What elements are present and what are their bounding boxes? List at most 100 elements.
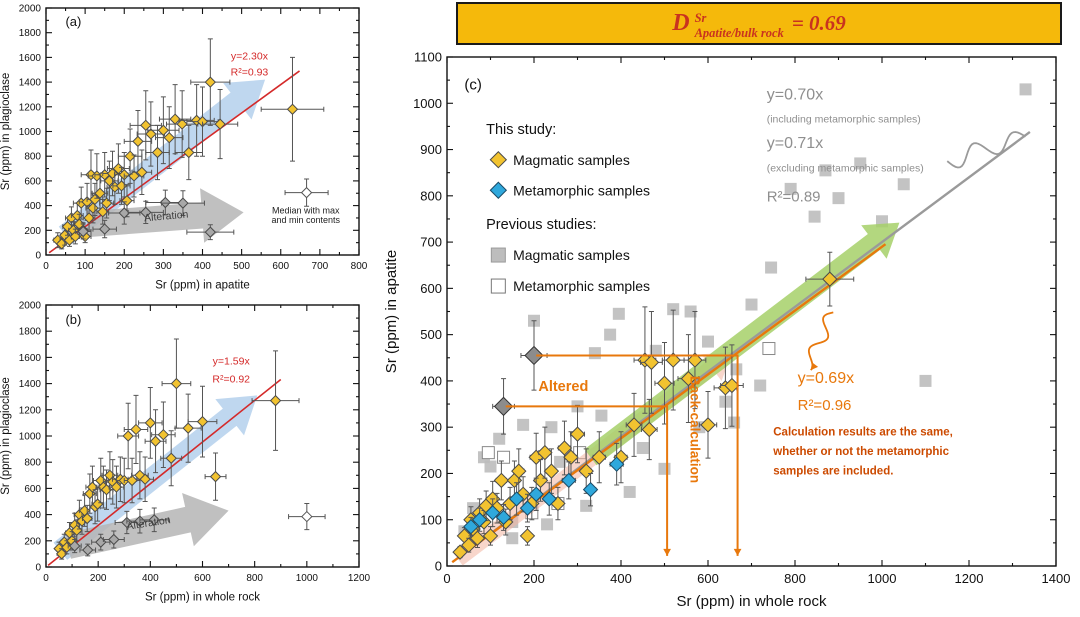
axes: 0 100 200 300 400 500 600 700 800 0 200 400 600 800 10…	[19, 4, 368, 273]
svg-text:y=2.30x: y=2.30x	[231, 50, 269, 62]
series-altered-samples	[492, 320, 548, 435]
svg-text:R²=0.93: R²=0.93	[231, 66, 269, 78]
svg-text:samples are included.: samples are included.	[773, 465, 893, 477]
svg-text:R²=0.92: R²=0.92	[212, 373, 250, 385]
y-axis-label: Sr (ppm) in plagioclase	[0, 377, 12, 495]
svg-text:800: 800	[784, 571, 806, 586]
svg-text:(including metamorphic samples: (including metamorphic samples)	[767, 114, 921, 126]
y-axis-label: Sr (ppm) in apatite	[383, 250, 400, 373]
svg-text:400: 400	[610, 571, 632, 586]
svg-text:(c): (c)	[464, 76, 482, 93]
svg-text:Altered: Altered	[538, 379, 588, 395]
y-axis-label: Sr (ppm) in plagioclase	[0, 73, 12, 191]
svg-text:200: 200	[116, 261, 133, 272]
svg-text:Magmatic samples: Magmatic samples	[513, 152, 630, 168]
svg-text:1000: 1000	[19, 432, 42, 443]
svg-text:Metamorphic samples: Metamorphic samples	[513, 278, 650, 294]
svg-text:600: 600	[194, 573, 211, 584]
banner-d-symbol: D	[672, 10, 690, 36]
series-altered	[67, 507, 170, 557]
banner-scripts: Sr Apatite/bulk rock	[695, 12, 784, 39]
panel-a-scatter: 0 100 200 300 400 500 600 700 800 0 200 400 600 800 10…	[0, 0, 372, 292]
svg-text:Back-calculation: Back-calculation	[688, 376, 703, 483]
svg-text:1400: 1400	[19, 379, 42, 390]
svg-text:0: 0	[43, 573, 49, 584]
svg-text:600: 600	[24, 484, 41, 495]
svg-text:1400: 1400	[19, 78, 42, 89]
svg-text:100: 100	[77, 261, 94, 272]
series-median-example	[284, 178, 329, 207]
svg-text:400: 400	[194, 261, 211, 272]
d-value-banner: D Sr Apatite/bulk rock = 0.69	[456, 2, 1062, 45]
svg-text:y=1.59x: y=1.59x	[213, 356, 251, 368]
svg-text:1200: 1200	[19, 102, 42, 113]
svg-text:1600: 1600	[19, 353, 42, 364]
svg-text:400: 400	[24, 201, 41, 212]
annotations: (a) y=2.30x R²=0.93 Alteration Median with m…	[65, 14, 340, 225]
svg-text:200: 200	[90, 573, 107, 584]
svg-text:400: 400	[420, 373, 442, 388]
d-value-equation: D Sr Apatite/bulk rock = 0.69	[672, 10, 846, 39]
svg-text:0: 0	[35, 563, 41, 574]
svg-text:and min contents: and min contents	[272, 215, 341, 225]
banner-value: = 0.69	[791, 11, 846, 35]
svg-text:1200: 1200	[348, 573, 371, 584]
svg-text:Median with max: Median with max	[272, 205, 340, 215]
svg-text:1100: 1100	[414, 50, 442, 65]
series-median-example	[288, 502, 326, 531]
svg-text:(excluding metamorphic samples: (excluding metamorphic samples)	[767, 162, 924, 174]
svg-text:1200: 1200	[955, 571, 984, 586]
panel-a-svg: 0 100 200 300 400 500 600 700 800 0 200 400 600 800 10…	[0, 4, 368, 292]
panel-b-scatter: 0 200 400 600 800 1000 1200 0 200 400 600 800 1000 12…	[0, 293, 372, 617]
svg-text:1000: 1000	[296, 573, 319, 584]
svg-text:300: 300	[420, 420, 442, 435]
svg-text:(a): (a)	[65, 14, 81, 29]
axes: 0 200 400 600 800 1000 1200 0 200 400 600 800 1000 12…	[19, 301, 371, 585]
svg-text:100: 100	[420, 512, 442, 527]
svg-text:0: 0	[35, 251, 41, 262]
svg-text:y=0.70x: y=0.70x	[767, 87, 823, 104]
fit-line-regression	[47, 378, 282, 566]
svg-text:2000: 2000	[19, 301, 42, 312]
series-this-metamorphic	[463, 442, 625, 537]
svg-text:0: 0	[435, 559, 442, 574]
annotations: (c) This study: Magmatic samples Metamorphi…	[464, 76, 953, 483]
svg-text:800: 800	[351, 261, 368, 272]
x-axis-label: Sr (ppm) in apatite	[155, 280, 250, 292]
svg-text:700: 700	[420, 235, 442, 250]
panel-c-scatter: 0 200 400 600 800 1000 1200 1400 0 100 200 300 400 50…	[376, 48, 1080, 617]
svg-text:1600: 1600	[19, 53, 42, 64]
svg-text:0: 0	[43, 261, 49, 272]
x-axis-label: Sr (ppm) in whole rock	[676, 593, 827, 610]
svg-text:1400: 1400	[1042, 571, 1071, 586]
panel-b-svg: 0 200 400 600 800 1000 1200 0 200 400 600 800 1000 12…	[0, 301, 371, 604]
svg-text:200: 200	[420, 466, 442, 481]
svg-text:600: 600	[24, 176, 41, 187]
svg-text:500: 500	[420, 327, 442, 342]
svg-text:600: 600	[420, 281, 442, 296]
banner-subscript: Apatite/bulk rock	[694, 25, 784, 40]
svg-text:400: 400	[142, 573, 159, 584]
svg-text:1000: 1000	[19, 127, 42, 138]
svg-text:200: 200	[523, 571, 545, 586]
axes: 0 200 400 600 800 1000 1200 1400 0 100 200 300 400 50…	[413, 50, 1070, 586]
svg-text:1800: 1800	[19, 28, 42, 39]
svg-text:700: 700	[312, 261, 329, 272]
svg-text:200: 200	[24, 536, 41, 547]
svg-text:500: 500	[233, 261, 250, 272]
svg-text:600: 600	[272, 261, 289, 272]
series-altered	[74, 189, 235, 241]
svg-text:800: 800	[24, 458, 41, 469]
panel-c-svg: 0 200 400 600 800 1000 1200 1400 0 100 200 300 400 50…	[383, 50, 1070, 610]
svg-text:R²=0.89: R²=0.89	[767, 188, 821, 205]
svg-text:Metamorphic samples: Metamorphic samples	[513, 182, 650, 198]
series-magmatic	[53, 338, 300, 560]
svg-text:This study:: This study:	[486, 122, 556, 138]
svg-text:y=0.69x: y=0.69x	[798, 370, 854, 387]
svg-text:Alteration: Alteration	[144, 209, 189, 225]
svg-text:2000: 2000	[19, 4, 42, 15]
svg-text:200: 200	[24, 226, 41, 237]
x-axis-label: Sr (ppm) in whole rock	[145, 592, 260, 604]
svg-text:600: 600	[697, 571, 719, 586]
